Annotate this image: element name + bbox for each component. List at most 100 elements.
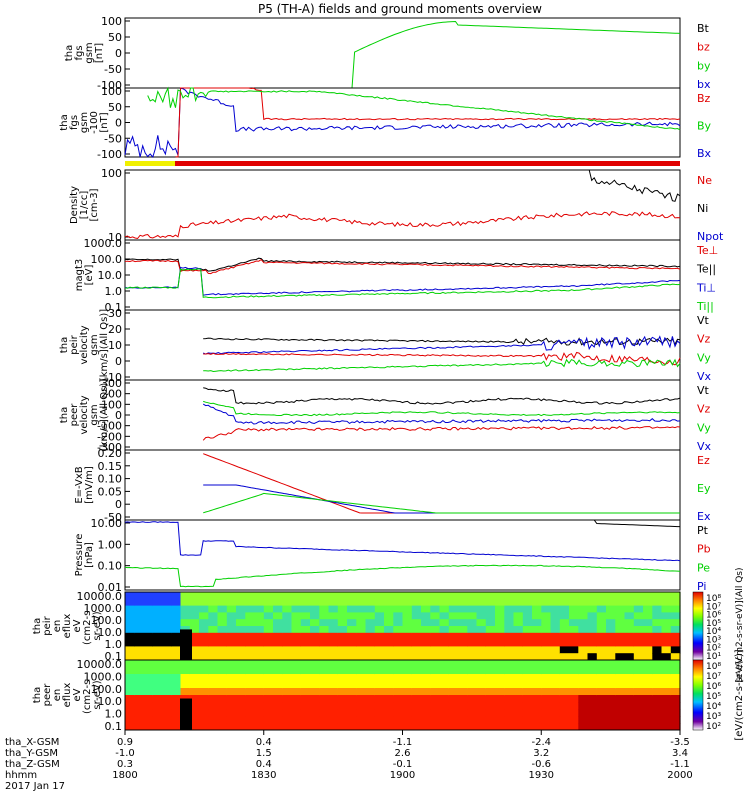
spectrogram-cell <box>411 619 422 627</box>
spectrogram-cell <box>532 646 542 654</box>
spectrogram-cell <box>300 723 311 731</box>
spectrogram-cell <box>180 605 191 613</box>
spectrogram-cell <box>282 723 293 731</box>
spectrogram-cell <box>208 612 219 620</box>
spectrogram-cell <box>643 632 653 641</box>
spectrogram-cell <box>633 709 644 717</box>
spectrogram-cell <box>532 702 542 710</box>
spectrogram-cell <box>513 723 524 731</box>
spectrogram-cell <box>606 653 616 661</box>
y-tick-label: 1000.0 <box>84 237 123 250</box>
spectrogram-cell <box>319 709 330 717</box>
spectrogram-cell <box>208 702 219 710</box>
spectrogram-cell <box>652 632 663 641</box>
spectrogram-cell <box>596 681 607 689</box>
spectrogram-cell <box>365 695 376 703</box>
spectrogram-cell <box>384 598 394 607</box>
spectrogram-cell <box>458 660 468 668</box>
spectrogram-cell <box>199 688 209 696</box>
spectrogram-cell <box>125 626 135 634</box>
spectrogram-cell <box>661 605 672 613</box>
spectrogram-cell <box>615 639 626 647</box>
spectrogram-cell <box>550 674 561 682</box>
y-tick-label: 100 <box>101 15 122 28</box>
spectrogram-cell <box>374 612 385 620</box>
spectrogram-cell <box>208 674 219 682</box>
panel-frame <box>124 379 681 451</box>
spectrogram-cell <box>661 653 672 661</box>
spectrogram-cell <box>596 695 607 703</box>
spectrogram-cell <box>263 723 274 731</box>
spectrogram-cell <box>485 612 496 620</box>
spectrogram-cell <box>633 626 644 634</box>
spectrogram-cell <box>559 646 570 654</box>
spectrogram-cell <box>328 619 339 627</box>
spectrogram-cell <box>587 660 598 668</box>
spectrogram-cell <box>596 626 607 634</box>
spectrogram-cell <box>439 619 450 627</box>
spectrogram-cell <box>615 646 626 654</box>
spectrogram-cell <box>495 626 505 634</box>
spectrogram-cell <box>273 639 283 647</box>
spectrogram-cell <box>356 660 367 668</box>
spectrogram-cell <box>254 709 265 717</box>
spectrogram-cell <box>162 709 172 717</box>
spectrogram-cell <box>513 709 524 717</box>
spectrogram-cell <box>245 674 256 682</box>
spectrogram-cell <box>134 639 145 647</box>
spectrogram-cell <box>624 695 635 703</box>
spectrogram-cell <box>559 612 570 620</box>
spectrogram-cell <box>411 592 422 600</box>
spectrogram-cell <box>245 592 256 600</box>
spectrogram-cell <box>402 674 413 682</box>
spectrogram-cell <box>615 592 626 600</box>
spectrogram-cell <box>569 681 579 689</box>
spectrogram-cell <box>319 660 330 668</box>
ephemeris-row-label: tha_Y-GSM <box>5 748 58 759</box>
spectrogram-cell <box>282 639 293 647</box>
spectrogram-cell <box>217 598 228 607</box>
spectrogram-cell <box>559 709 570 717</box>
y-tick-label: 0.1 <box>105 650 123 663</box>
spectrogram-cell <box>347 639 357 647</box>
spectrogram-cell <box>365 598 376 607</box>
spectrogram-cell <box>319 605 330 613</box>
spectrogram-cell <box>374 619 385 627</box>
spectrogram-cell <box>134 716 145 724</box>
spectrogram-cell <box>310 653 320 661</box>
spectrogram-cell <box>356 702 367 710</box>
spectrogram-cell <box>550 592 561 600</box>
spectrogram-cell <box>485 695 496 703</box>
spectrogram-cell <box>282 598 293 607</box>
spectrogram-cell <box>615 632 626 641</box>
y-axis-label: Density[1/cc][cm-3] <box>69 186 100 224</box>
spectrogram-cell <box>337 592 348 600</box>
spectrogram-cell <box>661 702 672 710</box>
spectrogram-cell <box>411 639 422 647</box>
y-tick-label: -50 <box>104 132 122 145</box>
spectrogram-cell <box>263 619 274 627</box>
spectrogram-cell <box>208 688 219 696</box>
spectrogram-cell <box>254 667 265 675</box>
spectrogram-cell <box>152 674 163 682</box>
spectrogram-cell <box>578 626 589 634</box>
spectrogram-cell <box>606 646 616 654</box>
spectrogram-cell <box>430 605 441 613</box>
spectrogram-cell <box>606 612 616 620</box>
spectrogram-cell <box>633 605 644 613</box>
spectrogram-cell <box>513 681 524 689</box>
spectrogram-cell <box>199 632 209 641</box>
spectrogram-cell <box>365 639 376 647</box>
spectrogram-cell <box>291 619 302 627</box>
spectrogram-cell <box>430 660 441 668</box>
spectrogram-cell <box>476 716 487 724</box>
spectrogram-cell <box>587 619 598 627</box>
spectrogram-cell <box>254 695 265 703</box>
spectrogram-cell <box>226 674 237 682</box>
spectrogram-cell <box>421 660 431 668</box>
colorbar-tick-label: 10⁵ <box>706 619 721 629</box>
y-tick-label: 200 <box>101 388 122 401</box>
ephemeris-value: -1.0 <box>115 748 135 759</box>
spectrogram-cell <box>152 626 163 634</box>
spectrogram-cell <box>448 653 459 661</box>
